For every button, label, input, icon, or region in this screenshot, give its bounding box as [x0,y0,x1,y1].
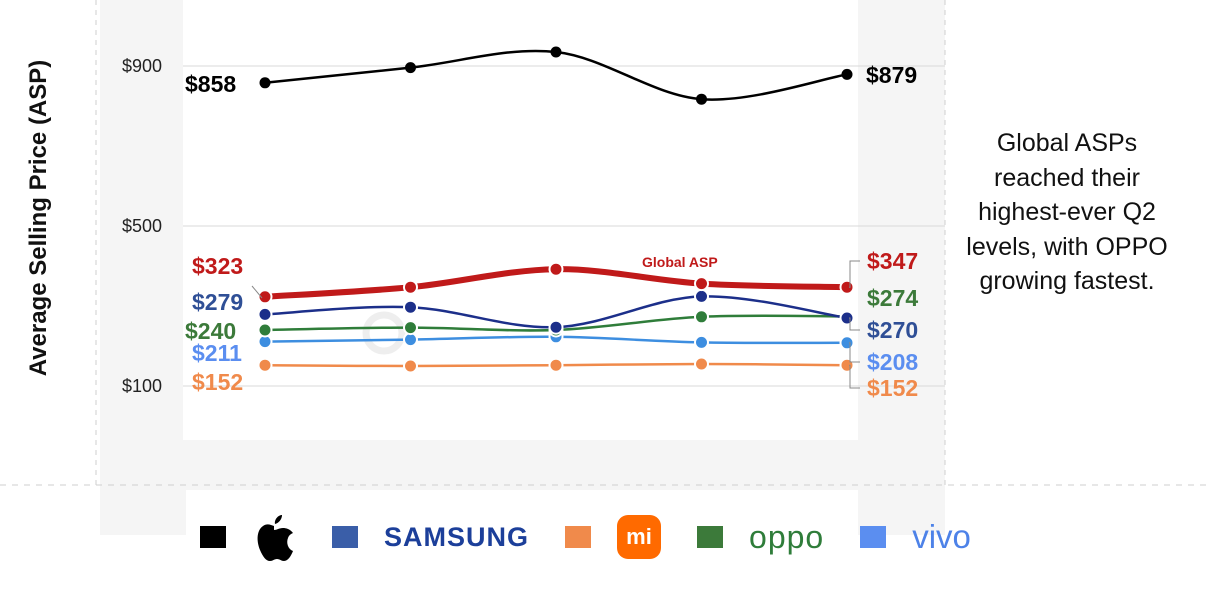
end-label-global-asp: $347 [867,248,918,274]
y-tick-labels: $100 $500 $900 [122,56,162,396]
point-vivo-4 [694,334,709,350]
apple-logo-icon [257,515,293,561]
point-oppo-2 [403,320,418,336]
point-xiaomi-5 [839,357,855,373]
point-global-asp-2 [403,279,418,295]
data-labels: $152 $152 $211 $208 $240 $274 $279 $270 $323 $347… [185,62,918,401]
legend-item-vivo: vivo [860,518,971,556]
start-label-xiaomi: $152 [192,369,243,395]
legend: SAMSUNG mi oppo vivo [200,506,1007,568]
start-connector-samsung [251,285,263,299]
end-connector-xiaomi [849,364,860,389]
legend-swatch-vivo [860,526,887,548]
point-vivo-5 [839,335,855,351]
start-label-vivo: $211 [192,340,242,366]
point-xiaomi-4 [694,356,709,372]
y-tick-label: $100 [122,376,162,396]
point-samsung-1 [257,306,273,322]
samsung-logo: SAMSUNG [384,521,530,552]
point-apple-2 [405,62,416,74]
end-connector-samsung [849,317,860,331]
point-apple-5 [841,68,853,80]
legend-item-xiaomi: mi [565,515,662,559]
point-samsung-2 [403,299,418,315]
point-samsung-3 [548,319,564,335]
end-label-vivo: $208 [867,349,918,375]
series-lines [257,46,855,374]
point-global-asp-1 [257,289,273,305]
watermark [362,311,406,355]
y-tick-label: $500 [122,216,162,236]
legend-item-oppo: oppo [697,519,824,556]
point-samsung-5 [839,310,855,326]
inline-label-global-asp: Global ASP [642,254,718,270]
end-label-oppo: $274 [867,285,918,311]
point-apple-1 [259,77,271,89]
legend-item-samsung: SAMSUNG [332,522,529,553]
point-xiaomi-2 [403,358,418,374]
legend-band [186,490,858,593]
point-xiaomi-3 [548,357,564,373]
xiaomi-logo-icon: mi [617,515,662,559]
point-global-asp-3 [548,261,564,277]
y-tick-label: $900 [122,56,162,76]
end-connector-global-asp [849,260,860,288]
start-label-oppo: $240 [185,318,236,344]
legend-swatch-apple [200,526,226,548]
legend-swatch-oppo [697,526,724,548]
legend-item-apple [200,511,296,563]
point-global-asp-5 [839,279,855,295]
point-global-asp-4 [694,276,709,292]
end-label-samsung: $270 [867,317,918,343]
point-apple-4 [696,93,707,105]
point-xiaomi-1 [257,357,273,373]
point-oppo-4 [694,309,709,325]
y-axis-label: Average Selling Price (ASP) [25,60,52,377]
oppo-logo: oppo [749,518,825,555]
start-label-samsung: $279 [192,289,243,315]
end-label-apple: $879 [866,62,917,88]
grid-lines [183,65,945,387]
legend-swatch-samsung [332,526,358,548]
start-label-apple: $858 [185,71,236,97]
point-oppo-1 [257,322,273,338]
vivo-logo: vivo [912,518,971,555]
point-samsung-4 [694,288,709,304]
annotation-note: Global ASPs reached their highest-ever Q… [966,129,1168,295]
start-label-global-asp: $323 [192,253,243,279]
legend-swatch-xiaomi [565,526,592,548]
point-apple-3 [550,46,562,58]
end-label-xiaomi: $152 [867,375,918,401]
end-connector-vivo [849,342,860,363]
